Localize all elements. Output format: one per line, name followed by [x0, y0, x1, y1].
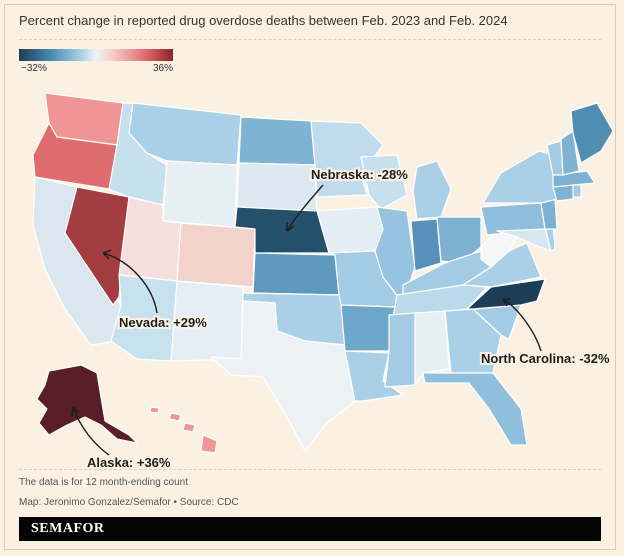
state-fl: [422, 372, 528, 446]
state-il: [374, 206, 416, 304]
state-ct: [552, 184, 574, 202]
alaska-arrow: [72, 406, 110, 456]
state-nd: [238, 116, 316, 166]
state-co: [176, 222, 256, 288]
state-ar: [340, 304, 396, 352]
legend-max-label: 36%: [152, 63, 173, 74]
source-credit: Map: Jeronimo Gonzalez/Semafor • Source:…: [19, 497, 239, 508]
callout-label-north-carolina: North Carolina: -32%: [481, 351, 610, 366]
state-ia: [316, 206, 384, 254]
state-tx: [210, 300, 356, 452]
legend-min-label: −32%: [21, 63, 47, 74]
state-ak: [36, 364, 138, 444]
alaska-arrowhead: [71, 406, 80, 417]
title-divider: [19, 39, 601, 40]
state-mi: [412, 160, 452, 220]
nebraska-arrowhead: [286, 222, 295, 232]
state-in: [410, 218, 442, 272]
hawaii-island-4: [149, 406, 160, 414]
state-me: [570, 102, 614, 164]
state-ny: [482, 150, 558, 204]
color-legend: −32% 36%: [19, 49, 173, 79]
hawaii-island-3: [182, 422, 196, 433]
chart-frame: Percent change in reported drug overdose…: [4, 4, 616, 550]
state-tn: [392, 284, 488, 318]
state-wi: [360, 154, 408, 210]
map-title: Percent change in reported drug overdose…: [19, 13, 508, 28]
state-ks: [252, 252, 340, 296]
state-hi: [200, 434, 218, 454]
callout-label-nebraska: Nebraska: -28%: [311, 167, 408, 182]
callout-label-nevada: Nevada: +29%: [119, 315, 207, 330]
footer-divider: [19, 469, 601, 470]
legend-gradient-bar: [19, 49, 173, 61]
us-choropleth-map: Nebraska: -28% Nevada: +29% North Caroli…: [32, 92, 614, 472]
north-carolina-arrow: [502, 298, 542, 352]
nevada-arrowhead: [102, 249, 112, 260]
state-md: [496, 228, 552, 252]
nebraska-arrow: [286, 184, 324, 232]
semafor-logo: SEMAFOR: [31, 521, 105, 536]
nevada-arrow: [102, 252, 158, 314]
state-ms: [384, 312, 416, 388]
state-al: [414, 310, 450, 386]
callout-label-alaska: Alaska: +36%: [87, 455, 171, 470]
data-note: The data is for 12 month-ending count: [19, 477, 188, 488]
hawaii-island-2: [168, 412, 182, 422]
state-ri: [572, 184, 582, 198]
brand-footer-bar: SEMAFOR: [19, 517, 601, 541]
state-nv: [64, 186, 130, 306]
state-wy: [162, 160, 238, 228]
state-nh: [560, 130, 580, 176]
state-mn: [310, 120, 384, 198]
north-carolina-arrowhead: [502, 298, 511, 307]
